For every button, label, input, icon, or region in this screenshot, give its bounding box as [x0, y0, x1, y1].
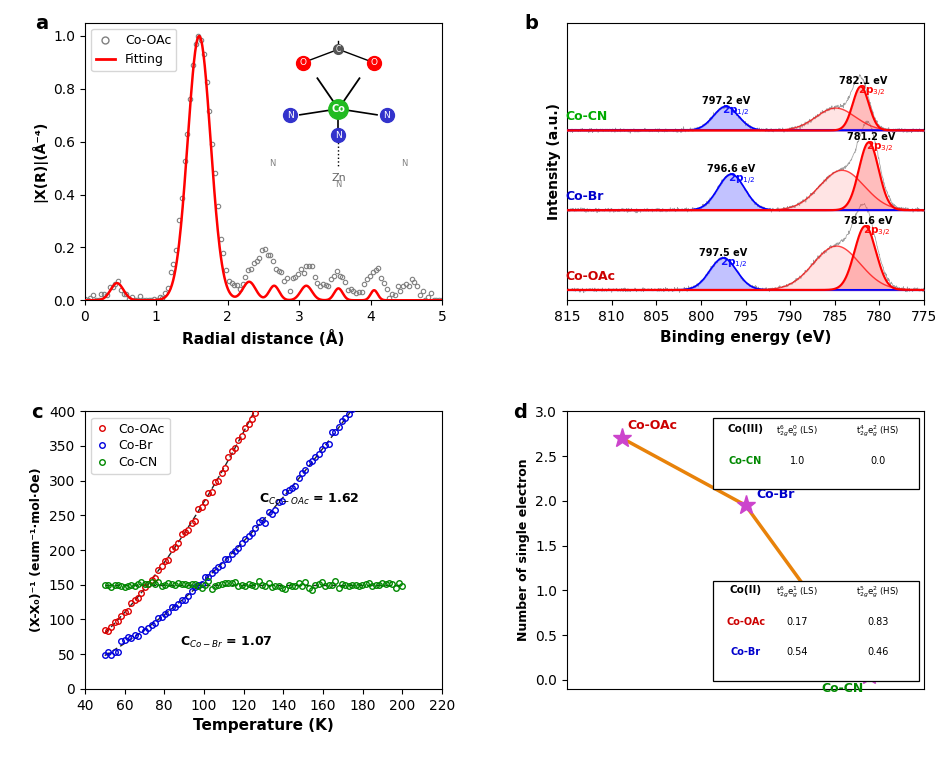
FancyBboxPatch shape [714, 419, 918, 489]
Text: Co(III): Co(III) [728, 424, 764, 434]
Text: 782.1 eV: 782.1 eV [839, 76, 887, 86]
Text: 2p$_{3/2}$: 2p$_{3/2}$ [866, 140, 894, 155]
Y-axis label: |X(R)|(Å⁻⁴): |X(R)|(Å⁻⁴) [32, 121, 47, 202]
Text: c: c [31, 403, 43, 422]
Text: Co-OAc: Co-OAc [627, 419, 677, 432]
Co-OAc [192, 505, 204, 514]
Co-OAc [103, 626, 114, 635]
Co-Br [383, 352, 394, 361]
Text: Co(II): Co(II) [730, 585, 762, 595]
Line: Co-Br: Co-Br [102, 336, 405, 658]
Text: 797.2 eV: 797.2 eV [702, 96, 750, 106]
X-axis label: Binding energy (eV): Binding energy (eV) [660, 329, 832, 344]
Text: 796.6 eV: 796.6 eV [707, 164, 755, 174]
Co-OAc [387, 84, 398, 93]
Text: Co-OAc: Co-OAc [726, 617, 765, 627]
Text: 781.6 eV: 781.6 eV [844, 216, 892, 226]
Co-CN [306, 585, 318, 594]
Text: Co-CN: Co-CN [729, 456, 762, 466]
Co-CN [190, 580, 201, 589]
Text: Co-Br: Co-Br [565, 190, 604, 203]
Text: 0.83: 0.83 [867, 617, 888, 627]
Line: Co-CN: Co-CN [102, 578, 405, 593]
Co-OAc [309, 274, 321, 283]
Text: 2p$_{1/2}$: 2p$_{1/2}$ [728, 172, 755, 187]
Text: t$_{2g}^4$e$_g^2$ (HS): t$_{2g}^4$e$_g^2$ (HS) [856, 424, 900, 439]
Co-Br [354, 393, 365, 402]
Text: C$_{Co-Br}$ = 1.07: C$_{Co-Br}$ = 1.07 [180, 635, 273, 650]
Line: Co-OAc: Co-OAc [102, 57, 405, 634]
Co-Br [190, 582, 201, 591]
Co-CN [354, 581, 365, 590]
Text: 781.2 eV: 781.2 eV [847, 132, 896, 142]
Co-CN [313, 580, 324, 589]
Text: 0.46: 0.46 [867, 647, 888, 657]
Text: t$_{2g}^5$e$_g^2$ (HS): t$_{2g}^5$e$_g^2$ (HS) [856, 585, 900, 600]
Text: 797.5 eV: 797.5 eV [699, 248, 748, 257]
Text: Co-CN: Co-CN [565, 110, 607, 123]
Y-axis label: (X-X₀)⁻¹ (eum⁻¹·mol·Oe): (X-X₀)⁻¹ (eum⁻¹·mol·Oe) [30, 468, 43, 632]
Co-Br [99, 651, 110, 660]
X-axis label: Temperature (K): Temperature (K) [193, 718, 334, 733]
Y-axis label: Intensity (a.u.): Intensity (a.u.) [548, 103, 561, 220]
Text: 1.0: 1.0 [789, 456, 805, 466]
Text: Co-Br: Co-Br [756, 488, 795, 501]
Text: b: b [524, 14, 538, 33]
Co-OAc [356, 162, 368, 171]
Text: 2p$_{3/2}$: 2p$_{3/2}$ [863, 224, 890, 239]
Text: d: d [513, 403, 527, 422]
Co-CN [203, 576, 214, 585]
Text: 2p$_{1/2}$: 2p$_{1/2}$ [720, 256, 747, 271]
Text: 2p$_{3/2}$: 2p$_{3/2}$ [858, 84, 885, 99]
Co-Br [140, 627, 151, 636]
Co-OAc [142, 580, 154, 589]
Text: Co-OAc: Co-OAc [565, 269, 615, 282]
Co-CN [140, 580, 151, 589]
Co-CN [397, 581, 408, 590]
Text: Co-Br: Co-Br [731, 647, 761, 657]
Text: 2p$_{1/2}$: 2p$_{1/2}$ [722, 104, 750, 120]
Text: C$_{Co-OAc}$ = 1.62: C$_{Co-OAc}$ = 1.62 [259, 492, 360, 507]
Co-Br [397, 335, 408, 344]
Co-Br [306, 456, 318, 466]
Co-OAc [397, 55, 408, 64]
Legend: Co-OAc, Co-Br, Co-CN: Co-OAc, Co-Br, Co-CN [91, 418, 170, 474]
Co-CN [390, 583, 402, 592]
X-axis label: Radial distance (Å): Radial distance (Å) [182, 329, 344, 347]
Text: 0.54: 0.54 [786, 647, 808, 657]
Y-axis label: Number of single electron: Number of single electron [517, 459, 530, 641]
Co-CN [99, 580, 110, 589]
Co-CN [360, 579, 372, 588]
Co-OAc [350, 180, 361, 189]
Co-Br [346, 404, 357, 413]
Legend: Co-OAc, Fitting: Co-OAc, Fitting [91, 29, 176, 71]
Text: t$_{2g}^6$e$_g^1$ (LS): t$_{2g}^6$e$_g^1$ (LS) [776, 585, 819, 600]
Text: 0.0: 0.0 [870, 456, 885, 466]
Text: a: a [35, 14, 48, 33]
Text: Co-CN: Co-CN [821, 681, 864, 695]
FancyBboxPatch shape [714, 581, 918, 681]
Text: 0.17: 0.17 [786, 617, 808, 627]
Co-OAc [99, 626, 110, 635]
Text: t$_{2g}^6$e$_g^0$ (LS): t$_{2g}^6$e$_g^0$ (LS) [776, 424, 819, 439]
